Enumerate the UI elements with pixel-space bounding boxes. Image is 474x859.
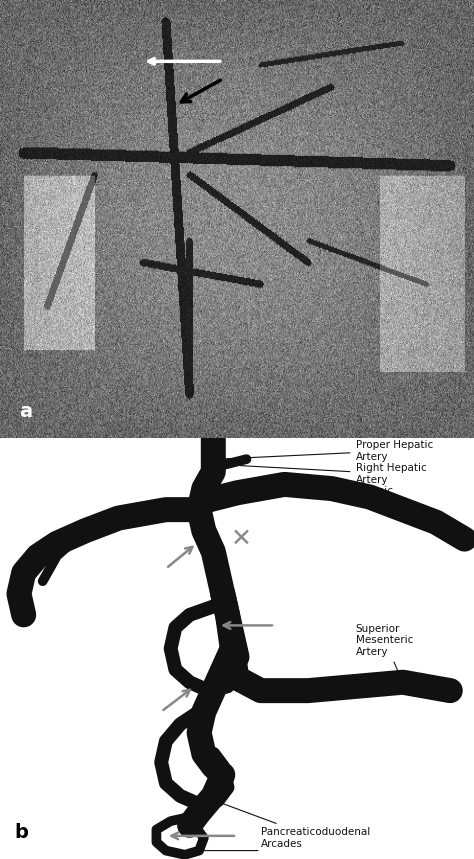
Text: Superior
Mesenteric
Artery: Superior Mesenteric Artery [356,624,413,679]
Text: b: b [14,823,28,842]
Text: a: a [19,401,32,421]
Text: ✕: ✕ [231,527,252,551]
Text: Proper Hepatic
Artery: Proper Hepatic Artery [221,440,433,461]
Text: Right Hepatic
Artery: Right Hepatic Artery [240,463,426,484]
Text: Splenic
Artery: Splenic Artery [356,486,401,509]
Text: Pancreaticoduodenal
Arcades: Pancreaticoduodenal Arcades [216,801,370,849]
